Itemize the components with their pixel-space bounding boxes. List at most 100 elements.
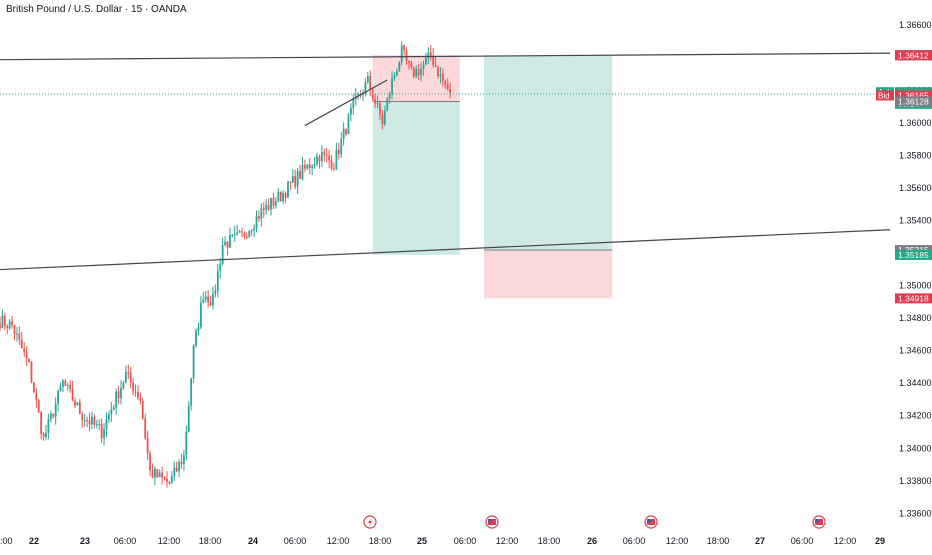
candle-body — [40, 412, 43, 434]
candle-body — [398, 62, 401, 72]
time-tick-label: 06:00 — [791, 536, 814, 546]
time-tick-label: 12:00 — [834, 536, 857, 546]
candle-body — [260, 208, 263, 219]
candle-body — [195, 330, 197, 346]
candle-body — [93, 416, 96, 425]
candle-body — [449, 89, 452, 94]
price-tick-label: 1.35800 — [899, 150, 932, 160]
price-axis-background — [890, 0, 932, 550]
candle-body — [391, 78, 393, 95]
upper-trendline[interactable] — [0, 52, 891, 61]
candle-body — [410, 62, 413, 68]
candle-body — [16, 333, 18, 335]
candle-body — [183, 454, 185, 465]
candle-body — [66, 384, 69, 386]
candle-body — [446, 84, 449, 90]
candle-body — [202, 299, 205, 303]
long-target-zone[interactable] — [484, 55, 613, 251]
candle-body — [243, 232, 246, 237]
candle-body — [381, 114, 384, 125]
candle-body — [28, 358, 30, 362]
candle-body — [342, 128, 345, 139]
short-trendline[interactable] — [304, 79, 388, 127]
candle-body — [81, 413, 84, 421]
price-tick-label: 1.35000 — [899, 281, 932, 291]
candle-body — [52, 413, 55, 417]
candle-body — [69, 384, 72, 389]
candle-body — [137, 392, 139, 399]
drawing-lines — [0, 52, 891, 271]
price-tag — [895, 96, 932, 107]
candle-body — [304, 165, 306, 169]
candle-body — [129, 372, 132, 383]
candle-body — [47, 419, 50, 433]
candle-body — [340, 138, 343, 155]
candle-body — [8, 321, 11, 329]
candle-body — [282, 193, 285, 202]
candle-body — [345, 128, 347, 135]
candle-body — [207, 296, 210, 303]
candle-body — [122, 382, 125, 388]
candle-body — [83, 420, 86, 422]
candle-body — [6, 325, 9, 329]
candle-body — [272, 198, 275, 206]
time-tick-label: 06:00 — [454, 536, 477, 546]
price-tick-label: 1.34200 — [899, 411, 932, 421]
candle-body — [291, 176, 294, 183]
candle-body — [316, 156, 318, 165]
time-tick-label-partial: :00 — [0, 536, 13, 546]
candle-body — [173, 467, 176, 477]
candle-body — [221, 244, 224, 264]
candle-body — [185, 431, 188, 455]
time-tick-label: 18:00 — [199, 536, 222, 546]
short-target-zone[interactable] — [372, 101, 460, 255]
price-tick-label: 1.34000 — [899, 443, 932, 453]
time-tick-label: 12:00 — [327, 536, 350, 546]
candle-body — [415, 68, 418, 77]
candle-body — [149, 453, 151, 471]
candle-body — [308, 164, 311, 169]
us-flag-icon[interactable] — [485, 515, 499, 529]
candle-body — [403, 45, 406, 51]
candle-body — [267, 205, 270, 210]
candle-body — [156, 469, 159, 478]
candle-body — [74, 400, 76, 406]
time-tick-label: 12:00 — [666, 536, 689, 546]
price-tag — [895, 50, 932, 61]
lower-trendline[interactable] — [0, 229, 891, 271]
candle-body — [388, 94, 391, 99]
candle-body — [279, 191, 282, 202]
us-flag-icon[interactable] — [812, 515, 826, 529]
candle-body — [120, 387, 122, 399]
candle-body — [30, 361, 33, 383]
candle-body — [238, 231, 241, 233]
price-tag — [895, 293, 932, 304]
candle-body — [408, 60, 410, 63]
candle-body — [432, 55, 435, 66]
candle-body — [229, 235, 231, 248]
candle-body — [277, 191, 280, 202]
candle-body — [374, 99, 376, 104]
candle-body — [379, 103, 381, 115]
candle-body — [352, 98, 355, 108]
candle-body — [255, 216, 258, 229]
price-tick-label: 1.34400 — [899, 378, 932, 388]
candle-body — [161, 472, 164, 478]
price-tags: 1.364131.364121.36185Ask1.3617503:141.36… — [876, 50, 932, 304]
candle-body — [86, 420, 89, 422]
price-tag-prefix: Bid — [878, 91, 890, 100]
us-flag-icon[interactable] — [644, 515, 658, 529]
candle-body — [441, 74, 444, 82]
event-icons — [363, 515, 826, 529]
candle-body — [98, 423, 101, 425]
economic-event-icon[interactable] — [363, 515, 377, 529]
candle-body — [320, 152, 323, 162]
us-flag-canton — [488, 519, 492, 522]
candle-body — [265, 205, 268, 210]
candle-body — [13, 325, 16, 335]
long-stop-zone[interactable] — [484, 250, 613, 299]
candle-body — [337, 149, 340, 155]
candle-body — [141, 400, 144, 419]
